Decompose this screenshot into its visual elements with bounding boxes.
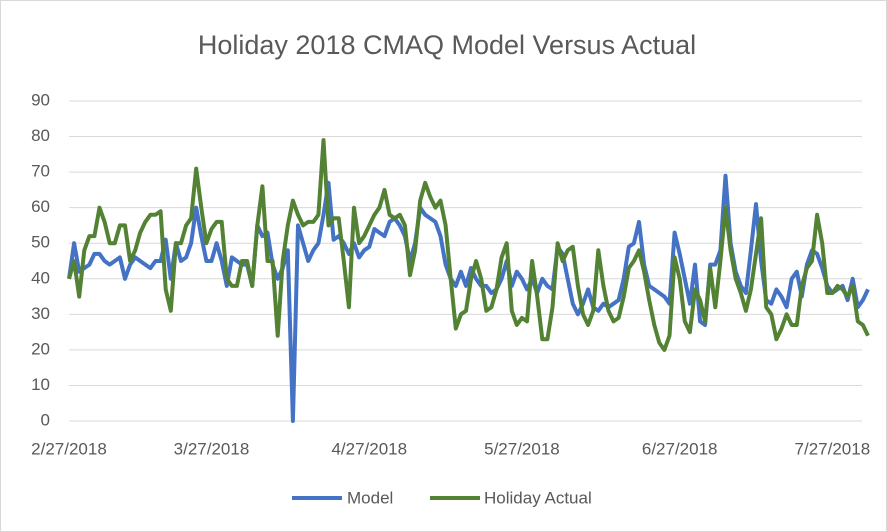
legend-label: Model [347, 488, 393, 507]
x-tick-label: 4/27/2018 [331, 439, 407, 458]
y-tick-label: 50 [31, 233, 50, 252]
legend-label: Holiday Actual [484, 488, 592, 507]
chart-title: Holiday 2018 CMAQ Model Versus Actual [198, 30, 696, 60]
series-line [67, 138, 870, 352]
y-tick-label: 20 [31, 339, 50, 358]
y-tick-label: 80 [31, 126, 50, 145]
x-tick-label: 6/27/2018 [642, 439, 718, 458]
y-tick-label: 30 [31, 304, 50, 323]
y-tick-label: 10 [31, 375, 50, 394]
y-tick-label: 0 [41, 410, 50, 429]
y-tick-label: 90 [31, 90, 50, 109]
y-tick-label: 60 [31, 197, 50, 216]
y-tick-label: 40 [31, 268, 50, 287]
x-tick-label: 3/27/2018 [174, 439, 250, 458]
x-tick-label: 2/27/2018 [31, 439, 107, 458]
x-tick-label: 5/27/2018 [484, 439, 560, 458]
y-tick-label: 70 [31, 162, 50, 181]
x-tick-label: 7/27/2018 [795, 439, 871, 458]
